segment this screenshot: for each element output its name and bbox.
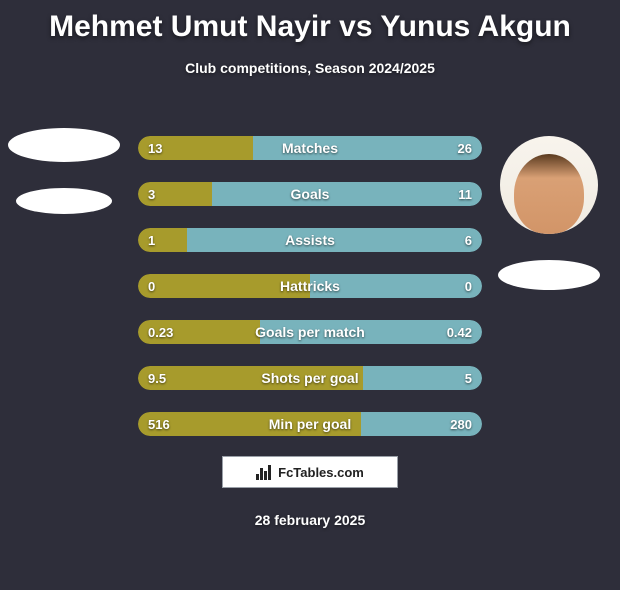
page-title: Mehmet Umut Nayir vs Yunus Akgun [0,10,620,44]
stat-fill-left [138,228,187,252]
stat-fill-right [260,320,482,344]
subtitle: Club competitions, Season 2024/2025 [0,60,620,76]
stat-fill-right [253,136,482,160]
stat-row: 311Goals [138,182,482,206]
stat-fill-left [138,182,212,206]
stat-fill-right [363,366,482,390]
stat-row: 00Hattricks [138,274,482,298]
comparison-bars: 1326Matches 311Goals 16Assists 00Hattricks 0… [138,136,482,436]
player-left-avatar-placeholder [8,128,120,162]
stat-fill-left [138,320,260,344]
stat-row: 1326Matches [138,136,482,160]
stat-fill-left [138,274,310,298]
player-right-block [498,136,600,290]
stat-fill-left [138,136,253,160]
stat-fill-left [138,412,361,436]
stat-row: 516280Min per goal [138,412,482,436]
player-right-club-badge [498,260,600,290]
stat-fill-left [138,366,363,390]
stat-fill-right [187,228,482,252]
stat-fill-right [310,274,482,298]
chart-icon [256,464,272,480]
stat-row: 16Assists [138,228,482,252]
footer-date: 28 february 2025 [255,512,366,528]
player-left-club-badge [16,188,112,214]
stat-row: 0.230.42Goals per match [138,320,482,344]
stat-row: 9.55Shots per goal [138,366,482,390]
stat-fill-right [212,182,482,206]
avatar-face-icon [514,154,584,234]
footer-branding: FcTables.com [222,456,398,488]
player-right-avatar [500,136,598,234]
stat-fill-right [361,412,482,436]
footer-site-label: FcTables.com [278,465,364,480]
player-left-block [8,128,120,214]
